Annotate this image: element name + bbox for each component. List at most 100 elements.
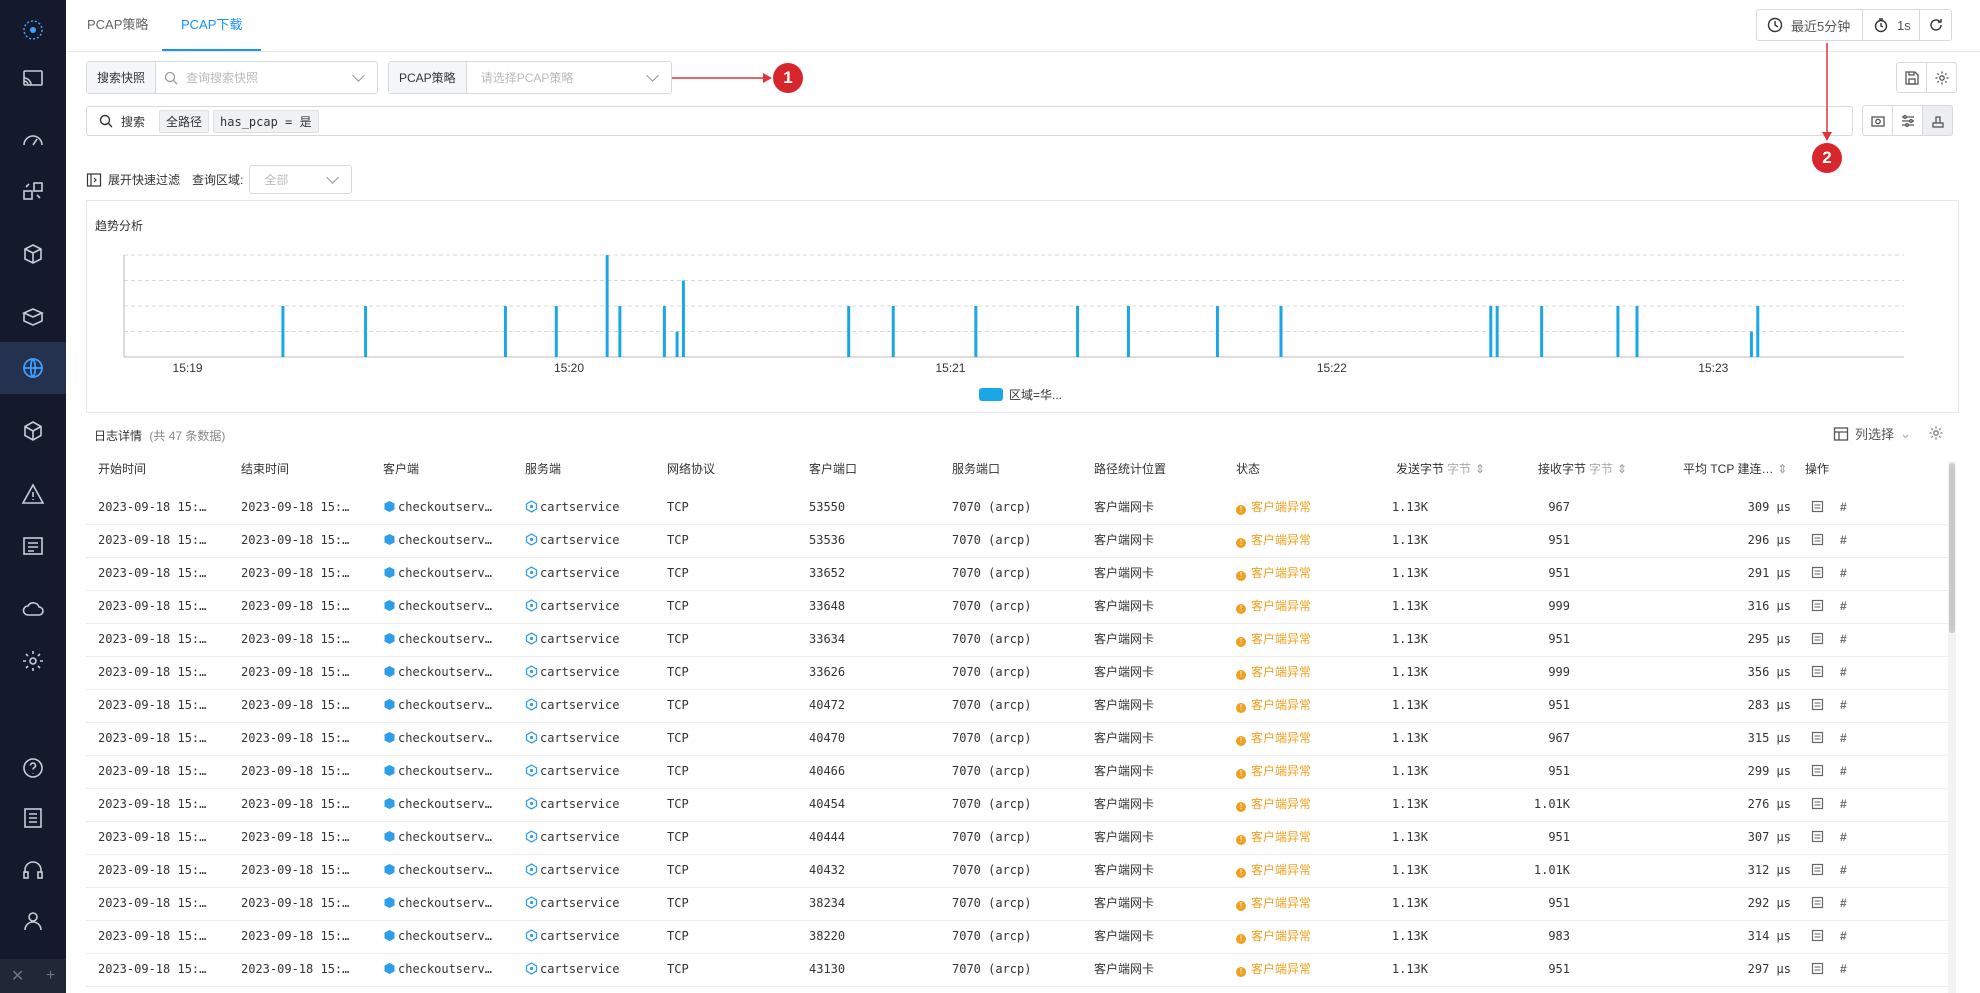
cell-client[interactable]: checkoutserv… xyxy=(383,656,521,689)
filter-tag-value[interactable]: has_pcap = 是 xyxy=(213,109,319,133)
headset-icon[interactable] xyxy=(0,844,66,896)
cell-client[interactable]: checkoutserv… xyxy=(383,821,521,854)
cell-server[interactable]: cartservice xyxy=(525,788,663,821)
filter-tag-key[interactable]: 全路径 xyxy=(159,109,210,133)
cell-server[interactable]: cartservice xyxy=(525,821,663,854)
tab-pcap-download[interactable]: PCAP下载 xyxy=(162,0,262,51)
hash-icon[interactable]: # xyxy=(1840,830,1847,844)
docs-icon[interactable] xyxy=(0,792,66,844)
scrollbar-thumb[interactable] xyxy=(1949,463,1955,633)
hash-icon[interactable]: # xyxy=(1840,632,1847,646)
cell-server[interactable]: cartservice xyxy=(525,656,663,689)
table-row[interactable]: 2023-09-18 15:… 2023-09-18 15:… checkoutse… xyxy=(86,524,1948,558)
scrollbar-track[interactable] xyxy=(1948,461,1956,993)
column-select-button[interactable]: 列选择 ⌄ xyxy=(1833,424,1911,443)
col-server[interactable]: 服务端 xyxy=(525,462,562,476)
cell-server[interactable]: cartservice xyxy=(525,755,663,788)
settings-button[interactable] xyxy=(1926,62,1957,93)
expand-filter-icon[interactable] xyxy=(86,172,102,188)
tab-pcap-policy[interactable]: PCAP策略 xyxy=(87,17,149,32)
col-location[interactable]: 路径统计位置 xyxy=(1094,462,1167,476)
cell-client[interactable]: checkoutserv… xyxy=(383,590,521,623)
table-row[interactable]: 2023-09-18 15:… 2023-09-18 15:… checkoutse… xyxy=(86,821,1948,855)
help-icon[interactable] xyxy=(0,742,66,794)
hash-icon[interactable]: # xyxy=(1840,665,1847,679)
cell-server[interactable]: cartservice xyxy=(525,854,663,887)
hash-icon[interactable]: # xyxy=(1840,863,1847,877)
col-end-time[interactable]: 结束时间 xyxy=(241,462,290,476)
transfer-icon[interactable] xyxy=(0,165,66,217)
doc-icon[interactable] xyxy=(1811,896,1824,909)
cell-server[interactable]: cartservice xyxy=(525,623,663,656)
hash-icon[interactable]: # xyxy=(1840,764,1847,778)
user-icon[interactable] xyxy=(0,895,66,947)
doc-icon[interactable] xyxy=(1811,830,1824,843)
cell-server[interactable]: cartservice xyxy=(525,689,663,722)
cloud-icon[interactable] xyxy=(0,583,66,635)
box-icon[interactable] xyxy=(0,228,66,280)
table-row[interactable]: 2023-09-18 15:… 2023-09-18 15:… checkoutse… xyxy=(86,755,1948,789)
cell-client[interactable]: checkoutserv… xyxy=(383,557,521,590)
cell-server[interactable]: cartservice xyxy=(525,557,663,590)
download-button[interactable] xyxy=(1922,105,1953,136)
hash-icon[interactable]: # xyxy=(1840,962,1847,976)
expand-filter-label[interactable]: 展开快速过滤 xyxy=(108,173,181,187)
table-row[interactable]: 2023-09-18 15:… 2023-09-18 15:… checkoutse… xyxy=(86,920,1948,954)
col-client-port[interactable]: 客户端口 xyxy=(809,462,858,476)
table-row[interactable]: 2023-09-18 15:… 2023-09-18 15:… checkoutse… xyxy=(86,722,1948,756)
doc-icon[interactable] xyxy=(1811,698,1824,711)
col-recv-bytes[interactable]: 接收字节 字节 ⇕ xyxy=(1538,453,1627,485)
cell-server[interactable]: cartservice xyxy=(525,887,663,920)
cell-server[interactable]: cartservice xyxy=(525,953,663,986)
cube-icon[interactable] xyxy=(0,405,66,457)
table-row[interactable]: 2023-09-18 15:… 2023-09-18 15:… checkoutse… xyxy=(86,788,1948,822)
package-icon[interactable] xyxy=(0,291,66,343)
logo-icon[interactable] xyxy=(0,4,66,56)
doc-icon[interactable] xyxy=(1811,863,1824,876)
cell-client[interactable]: checkoutserv… xyxy=(383,788,521,821)
hash-icon[interactable]: # xyxy=(1840,566,1847,580)
cell-client[interactable]: checkoutserv… xyxy=(383,491,521,524)
chart-legend[interactable]: 区域=华... xyxy=(979,386,1062,403)
doc-icon[interactable] xyxy=(1811,962,1824,975)
col-sent-bytes[interactable]: 发送字节 字节 ⇕ xyxy=(1396,453,1485,485)
hash-icon[interactable]: # xyxy=(1840,599,1847,613)
collapse-icon[interactable]: ✕ xyxy=(10,968,25,985)
snapshot-select[interactable]: 搜索快照 查询搜索快照 xyxy=(86,61,378,94)
cell-client[interactable]: checkoutserv… xyxy=(383,854,521,887)
doc-icon[interactable] xyxy=(1811,731,1824,744)
network-icon[interactable] xyxy=(0,342,66,394)
cell-client[interactable]: checkoutserv… xyxy=(383,722,521,755)
hash-icon[interactable]: # xyxy=(1840,929,1847,943)
table-row[interactable]: 2023-09-18 15:… 2023-09-18 15:… checkoutse… xyxy=(86,590,1948,624)
doc-icon[interactable] xyxy=(1811,764,1824,777)
pcap-policy-select[interactable]: PCAP策略 请选择PCAP策略 xyxy=(388,61,672,94)
doc-icon[interactable] xyxy=(1811,665,1824,678)
search-bar[interactable]: 搜索 全路径 has_pcap = 是 xyxy=(86,106,1853,136)
sort-icon[interactable]: ⇕ xyxy=(1475,462,1486,476)
list-icon[interactable] xyxy=(0,520,66,572)
cell-server[interactable]: cartservice xyxy=(525,920,663,953)
alert-icon[interactable] xyxy=(0,468,66,520)
cell-client[interactable]: checkoutserv… xyxy=(383,755,521,788)
hash-icon[interactable]: # xyxy=(1840,797,1847,811)
doc-icon[interactable] xyxy=(1811,533,1824,546)
cell-client[interactable]: checkoutserv… xyxy=(383,953,521,986)
hash-icon[interactable]: # xyxy=(1840,896,1847,910)
table-row[interactable]: 2023-09-18 15:… 2023-09-18 15:… checkoutse… xyxy=(86,656,1948,690)
cell-client[interactable]: checkoutserv… xyxy=(383,887,521,920)
cell-server[interactable]: cartservice xyxy=(525,590,663,623)
col-start-time[interactable]: 开始时间 xyxy=(98,462,147,476)
hash-icon[interactable]: # xyxy=(1840,533,1847,547)
cell-server[interactable]: cartservice xyxy=(525,491,663,524)
filter-settings-button[interactable] xyxy=(1892,105,1923,136)
doc-icon[interactable] xyxy=(1811,500,1824,513)
doc-icon[interactable] xyxy=(1811,566,1824,579)
refresh-button[interactable] xyxy=(1919,9,1952,41)
doc-icon[interactable] xyxy=(1811,632,1824,645)
dashboard-icon[interactable] xyxy=(0,114,66,166)
sort-icon[interactable]: ⇕ xyxy=(1617,462,1628,476)
table-row[interactable]: 2023-09-18 15:… 2023-09-18 15:… checkoutse… xyxy=(86,887,1948,921)
table-row[interactable]: 2023-09-18 15:… 2023-09-18 15:… checkoutse… xyxy=(86,557,1948,591)
table-row[interactable]: 2023-09-18 15:… 2023-09-18 15:… checkoutse… xyxy=(86,689,1948,723)
